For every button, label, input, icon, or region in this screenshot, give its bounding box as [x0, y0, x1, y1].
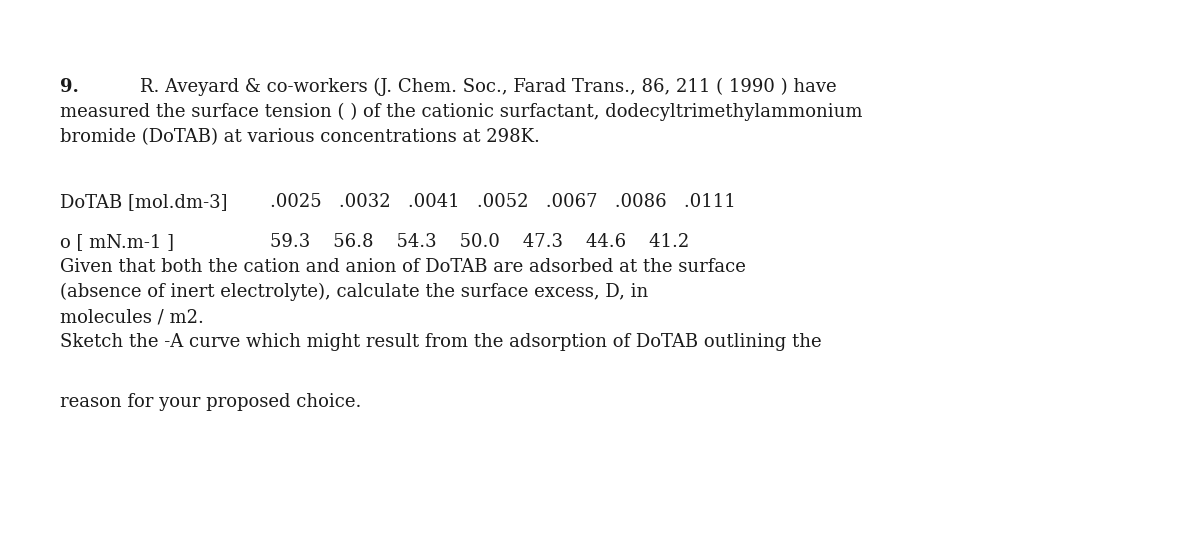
Text: R. Aveyard & co-workers (J. Chem. Soc., Farad Trans., 86, 211 ( 1990 ) have: R. Aveyard & co-workers (J. Chem. Soc., …	[140, 78, 836, 96]
Text: Sketch the -A curve which might result from the adsorption of DoTAB outlining th: Sketch the -A curve which might result f…	[60, 333, 822, 351]
Text: (absence of inert electrolyte), calculate the surface excess, D, in: (absence of inert electrolyte), calculat…	[60, 283, 648, 301]
Text: molecules / m2.: molecules / m2.	[60, 308, 204, 326]
Text: 9.: 9.	[60, 78, 79, 96]
Text: .0025   .0032   .0041   .0052   .0067   .0086   .0111: .0025 .0032 .0041 .0052 .0067 .0086 .011…	[270, 193, 736, 211]
Text: o [ mN.m-1 ]: o [ mN.m-1 ]	[60, 233, 174, 251]
Text: bromide (DoTAB) at various concentrations at 298K.: bromide (DoTAB) at various concentration…	[60, 128, 540, 146]
Text: DoTAB [mol.dm-3]: DoTAB [mol.dm-3]	[60, 193, 228, 211]
Text: measured the surface tension ( ) of the cationic surfactant, dodecyltrimethylamm: measured the surface tension ( ) of the …	[60, 103, 863, 121]
Text: 59.3    56.8    54.3    50.0    47.3    44.6    41.2: 59.3 56.8 54.3 50.0 47.3 44.6 41.2	[270, 233, 689, 251]
Text: reason for your proposed choice.: reason for your proposed choice.	[60, 393, 361, 411]
Text: Given that both the cation and anion of DoTAB are adsorbed at the surface: Given that both the cation and anion of …	[60, 258, 746, 276]
